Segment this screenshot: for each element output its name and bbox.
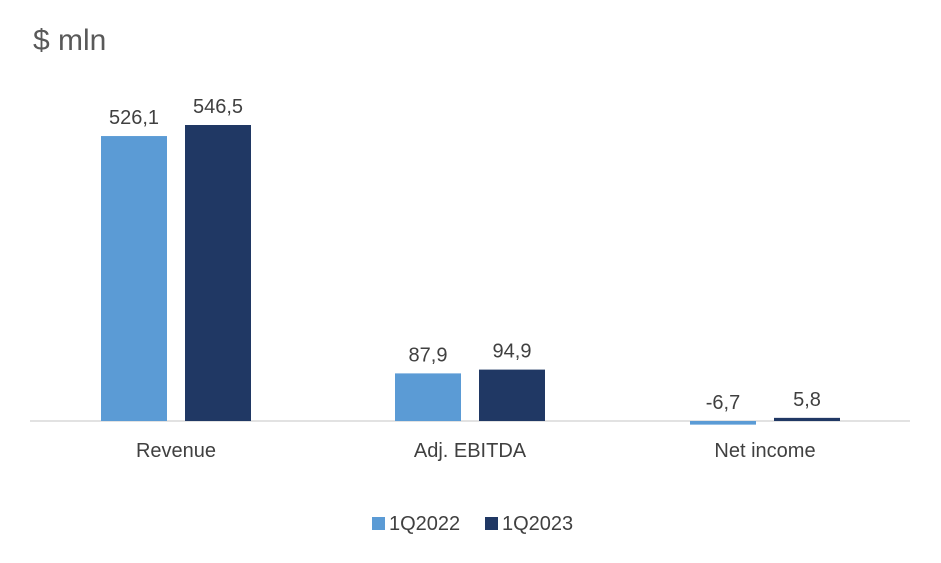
x-tick-label: Revenue	[136, 440, 216, 462]
x-tick-label: Adj. EBITDA	[414, 440, 527, 462]
x-tick-label: Net income	[714, 440, 815, 462]
bar-1Q2022-0	[101, 136, 167, 421]
unit-label: $ mln	[33, 24, 107, 57]
bar-1Q2023-2	[774, 417, 840, 421]
data-label: 94,9	[493, 341, 532, 363]
bar-1Q2023-1	[479, 369, 545, 421]
legend-label: 1Q2022	[389, 513, 460, 535]
legend-label: 1Q2023	[502, 513, 573, 535]
bar-1Q2022-1	[395, 373, 461, 421]
legend-swatch	[372, 517, 385, 530]
data-label: 526,1	[109, 107, 159, 129]
data-label: 87,9	[409, 344, 448, 366]
legend-swatch	[485, 517, 498, 530]
bar-1Q2022-2	[690, 421, 756, 425]
data-label: 546,5	[193, 96, 243, 118]
data-label: 5,8	[793, 389, 821, 411]
data-label: -6,7	[706, 392, 740, 414]
bar-1Q2023-0	[185, 125, 251, 421]
